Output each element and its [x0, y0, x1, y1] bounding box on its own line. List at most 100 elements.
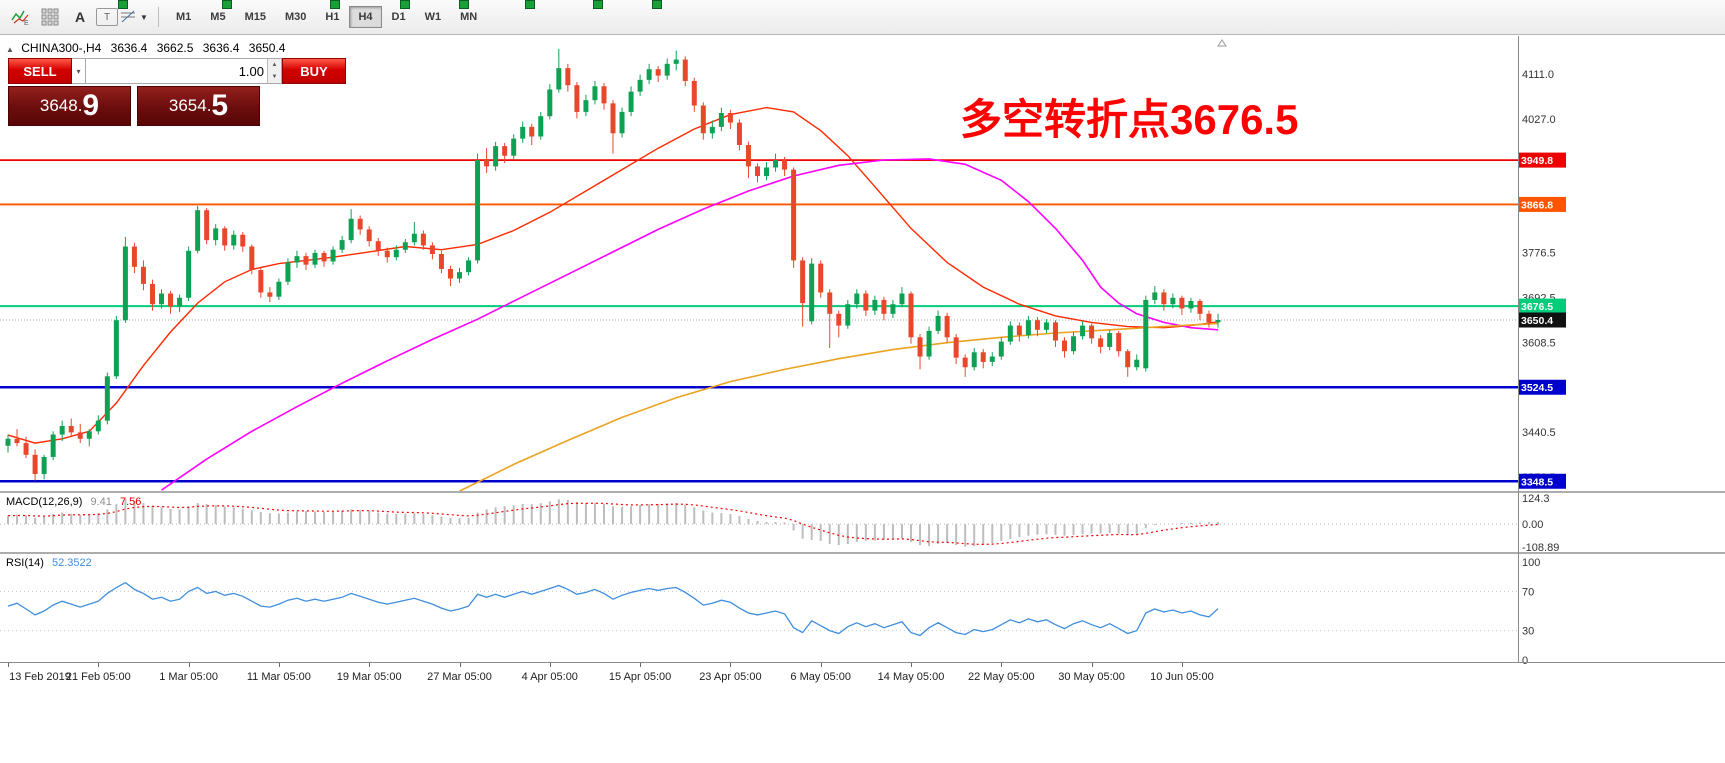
- timeframe-button-M1[interactable]: M1: [167, 6, 200, 28]
- window-artifact-mark: [330, 0, 340, 9]
- time-axis-tick: [1181, 663, 1183, 667]
- time-label: 6 May 05:00: [790, 671, 851, 683]
- lot-decrease-button[interactable]: ▼: [268, 71, 281, 83]
- price-level-label: 3866.8: [1521, 199, 1553, 211]
- price-level-label: 3676.5: [1521, 301, 1553, 313]
- price-axis-label: 4111.0: [1522, 69, 1554, 81]
- lot-spinner: ▲ ▼: [267, 59, 281, 83]
- time-label: 23 Apr 05:00: [699, 671, 762, 683]
- price-axis-label: 3608.5: [1522, 337, 1556, 349]
- lot-dropdown-icon[interactable]: ▾: [72, 58, 86, 84]
- panel-divider[interactable]: [0, 491, 1725, 493]
- sell-button[interactable]: SELL: [8, 58, 72, 84]
- lot-size-field: ▲ ▼: [86, 58, 282, 84]
- timeframe-button-M5[interactable]: M5: [201, 6, 234, 28]
- window-artifact-mark: [525, 0, 535, 9]
- window-artifact-mark: [652, 0, 662, 9]
- time-axis: 13 Feb 2019 21 Feb 05:00 1 Mar 05:00 11 Mar…: [0, 663, 1725, 695]
- time-label: 1 Mar 05:00: [159, 671, 218, 683]
- buy-button[interactable]: BUY: [282, 58, 346, 84]
- collapse-arrow-icon[interactable]: ▲: [6, 45, 14, 54]
- macd-label: MACD(12,26,9) 9.41 7.56: [6, 496, 146, 508]
- time-axis-tick: [188, 663, 190, 667]
- lot-increase-button[interactable]: ▲: [268, 59, 281, 71]
- time-axis-tick: [1091, 663, 1093, 667]
- rsi-label: RSI(14) 52.3522: [6, 557, 97, 569]
- ma-slowest-gold: [459, 322, 1219, 492]
- macd-value-signal: 7.56: [119, 496, 142, 508]
- sell-price-main: 3648.: [39, 96, 83, 115]
- svg-text:E: E: [24, 20, 29, 27]
- chart-grid-icon[interactable]: [36, 5, 64, 29]
- price-level-badge: [1519, 312, 1566, 328]
- window-artifact-mark: [400, 0, 410, 9]
- time-axis-tick: [278, 663, 280, 667]
- time-label: 11 Mar 05:00: [246, 671, 311, 683]
- rsi-axis-label: 100: [1522, 557, 1540, 569]
- textbox-tool-icon[interactable]: T: [96, 8, 118, 26]
- time-axis-tick: [8, 663, 9, 667]
- price-level-label: 3650.4: [1521, 315, 1553, 327]
- time-axis-tick: [1001, 663, 1003, 667]
- chevron-down-icon: ▼: [140, 12, 148, 22]
- price-axis-separator: [1518, 36, 1519, 662]
- window-artifact-mark: [222, 0, 232, 9]
- time-axis-tick: [730, 663, 732, 667]
- rsi-canvas[interactable]: 100 70 30 0: [0, 554, 1725, 667]
- time-label: 19 Mar 05:00: [336, 671, 402, 683]
- symbol-info: ▲ CHINA300-,H4 3636.4 3662.5 3636.4 3650…: [6, 41, 291, 55]
- time-axis-line: [0, 662, 1725, 663]
- timeframe-button-M15[interactable]: M15: [236, 6, 275, 28]
- macd-canvas[interactable]: 124.3 0.00 -108.89: [0, 493, 1725, 554]
- macd-value-main: 9.41: [90, 496, 112, 508]
- toolbar-separator: [158, 7, 159, 27]
- line-studies-icon[interactable]: ▼: [120, 5, 148, 29]
- main-chart-canvas[interactable]: 4111.04027.03949.83866.83776.53692.53676…: [0, 36, 1725, 492]
- timeframe-button-D1[interactable]: D1: [383, 6, 415, 28]
- time-axis-tick: [459, 663, 461, 667]
- level-lines: [0, 159, 1518, 483]
- price-axis-label: 3440.5: [1522, 427, 1556, 439]
- time-label: 13 Feb 2019: [9, 671, 71, 683]
- ma-fast-red: [7, 106, 1219, 444]
- text-annotation-icon[interactable]: A: [74, 9, 86, 25]
- toolbar: E A T ▼ M1 M5 M15 M30 H1 H4 D1 W1 MN: [0, 0, 1725, 35]
- time-axis-tick: [98, 663, 100, 667]
- macd-axis-label: 0.00: [1522, 519, 1543, 531]
- time-axis-tick: [549, 663, 551, 667]
- price-axis-label: 4027.0: [1522, 114, 1556, 126]
- one-click-trading-panel: SELL ▾ ▲ ▼ BUY 3648.9 3654.5: [8, 58, 346, 126]
- buy-price-main: 3654.: [168, 96, 212, 115]
- time-axis-tick: [911, 663, 912, 667]
- indicators-icon[interactable]: E: [6, 5, 34, 29]
- price-level-badge: [1519, 196, 1566, 212]
- lot-size-input[interactable]: [86, 59, 267, 83]
- ohlc-high: 3662.5: [156, 41, 194, 55]
- timeframe-button-W1[interactable]: W1: [416, 6, 451, 28]
- time-label: 22 May 05:00: [967, 671, 1035, 683]
- ohlc-open: 3636.4: [110, 41, 148, 55]
- panel-divider[interactable]: [0, 552, 1725, 554]
- rsi-value: 52.3522: [51, 557, 92, 569]
- turning-point-annotation: 多空转折点3676.5: [960, 96, 1299, 143]
- timeframe-button-H1[interactable]: H1: [316, 6, 348, 28]
- rsi-line: [7, 581, 1219, 637]
- sell-price-display[interactable]: 3648. 9: [8, 86, 131, 126]
- window-artifact-mark: [459, 0, 469, 9]
- rsi-axis-label: 70: [1522, 586, 1534, 598]
- macd-name: MACD(12,26,9): [6, 496, 83, 508]
- window-artifact-mark: [593, 0, 603, 9]
- price-level-badge: [1519, 473, 1566, 489]
- time-label: 10 Jun 05:00: [1150, 671, 1214, 683]
- price-level-label: 3949.8: [1521, 155, 1553, 167]
- buy-price-display[interactable]: 3654. 5: [137, 86, 260, 126]
- time-label: 15 Apr 05:00: [608, 671, 672, 683]
- timeframe-button-MN[interactable]: MN: [451, 6, 486, 28]
- rsi-axis-label: 30: [1522, 626, 1534, 638]
- timeframe-button-M30[interactable]: M30: [276, 6, 315, 28]
- ma-slow-magenta: [161, 158, 1219, 491]
- rsi-axis-label: 0: [1522, 655, 1528, 667]
- moving-averages: [7, 106, 1219, 492]
- timeframe-button-H4[interactable]: H4: [349, 6, 382, 28]
- rsi-name: RSI(14): [6, 557, 44, 569]
